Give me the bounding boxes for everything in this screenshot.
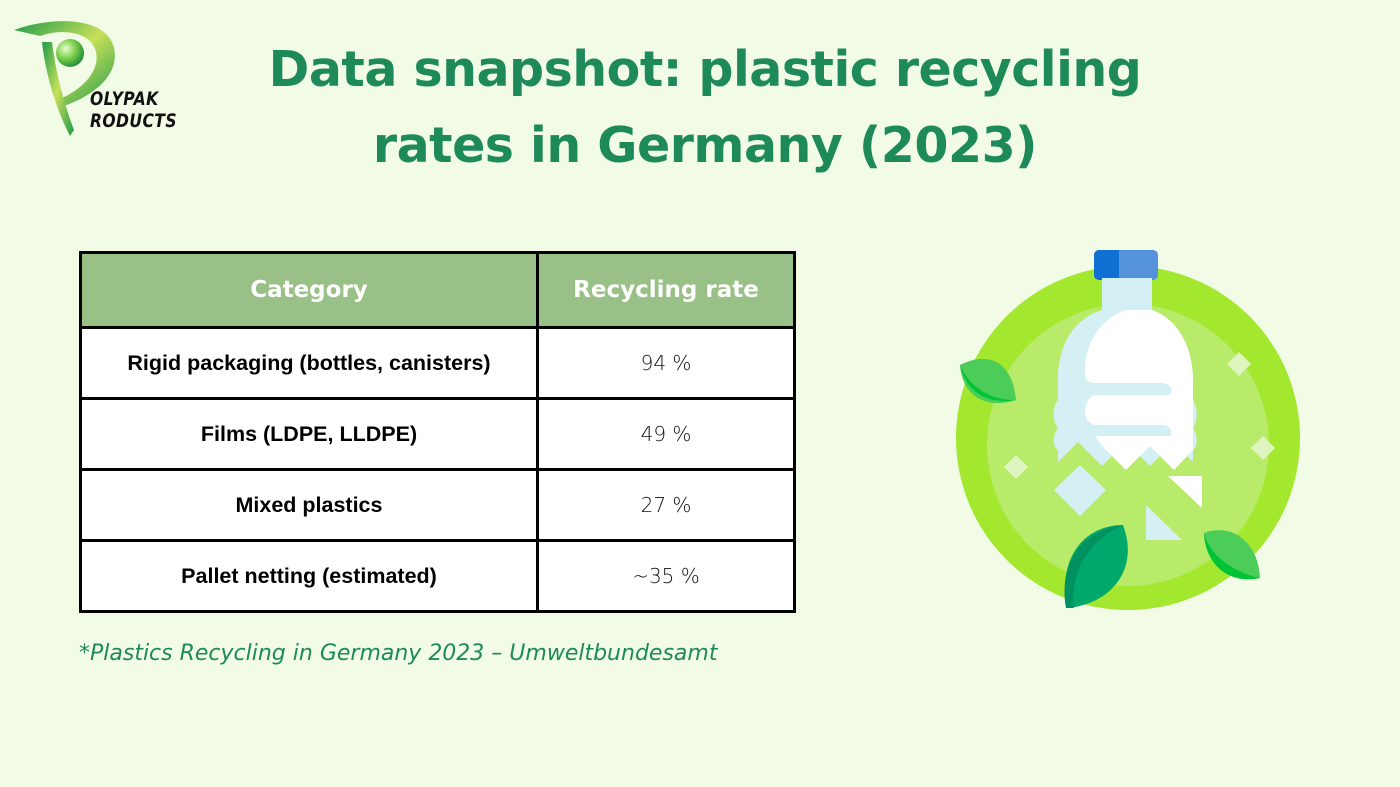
rate-cell: 27 % — [536, 468, 796, 542]
category-cell: Pallet netting (estimated) — [79, 539, 539, 613]
rate-cell: 49 % — [536, 397, 796, 471]
illustration — [940, 240, 1320, 620]
logo-wordmark: OLYPAK RODUCTS — [90, 88, 177, 132]
rate-cell: ~35 % — [536, 539, 796, 613]
rate-cell: 94 % — [536, 326, 796, 400]
logo-line-1: OLYPAK — [90, 88, 159, 110]
header-category: Category — [79, 251, 539, 329]
table-header-row: Category Recycling rate — [79, 251, 796, 329]
title-line-2: rates in Germany (2023) — [372, 117, 1038, 174]
table-row: Mixed plastics 27 % — [79, 468, 796, 542]
table-row: Pallet netting (estimated) ~35 % — [79, 539, 796, 613]
header-recycling-rate: Recycling rate — [536, 251, 796, 329]
logo-p-mark-icon — [14, 21, 115, 136]
category-cell: Films (LDPE, LLDPE) — [79, 397, 539, 471]
category-cell: Rigid packaging (bottles, canisters) — [79, 326, 539, 400]
recycling-rates-table: Category Recycling rate Rigid packaging … — [79, 251, 796, 613]
page-title: Data snapshot: plastic recycling rates i… — [200, 32, 1210, 184]
title-line-1: Data snapshot: plastic recycling — [268, 41, 1142, 98]
table-row: Films (LDPE, LLDPE) 49 % — [79, 397, 796, 471]
category-cell: Mixed plastics — [79, 468, 539, 542]
logo-line-2: RODUCTS — [90, 110, 177, 132]
source-note: *Plastics Recycling in Germany 2023 – Um… — [79, 641, 718, 666]
table-row: Rigid packaging (bottles, canisters) 94 … — [79, 326, 796, 400]
recycled-plastic-bottle-icon — [956, 250, 1300, 610]
company-logo: OLYPAK RODUCTS — [12, 18, 192, 143]
